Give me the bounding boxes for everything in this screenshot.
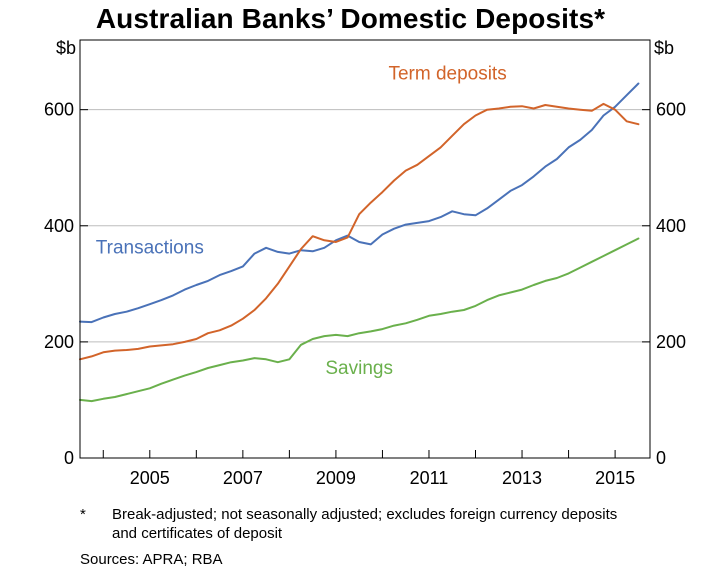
series-label-savings: Savings [325,358,393,379]
y-unit-label-left: $b [56,38,76,58]
x-tick-label: 2015 [595,468,635,488]
series-line-term-deposits [79,102,640,361]
grid-lines [80,109,650,343]
y-tick-label-left: 400 [44,216,74,236]
series-line-savings [79,237,640,403]
y-tick-label-left: 600 [44,100,74,120]
series-labels: Transactions Term deposits Savings [96,63,507,378]
chart-title: Australian Banks’ Domestic Deposits* [95,3,606,34]
x-tick-label: 2005 [130,468,170,488]
y-tick-label-right: 600 [656,100,686,120]
y-tick-label-right: 200 [656,332,686,352]
x-tick-label: 2007 [223,468,263,488]
footnote-text: Break-adjusted; not seasonally adjusted;… [112,506,618,542]
footnote-marker: * [80,506,86,523]
chart: 0 0 200 200 400 400 600 600 2005 2007 2009 2011 2013… [44,38,686,488]
y-tick-label-right: 0 [656,448,666,468]
x-tick-label: 2009 [316,468,356,488]
series-label-transactions: Transactions [96,238,204,259]
x-tick-label: 2011 [410,468,449,488]
y-tick-label-left: 200 [44,332,74,352]
series-line-transactions [79,82,640,324]
x-tick-label: 2013 [502,468,542,488]
footnote: * Break-adjusted; not seasonally adjuste… [80,505,680,543]
sources-note: Sources: APRA; RBA [80,551,223,568]
axis-ticks: 0 0 200 200 400 400 600 600 2005 2007 2009 2011 2013… [44,100,686,488]
series-lines [79,82,640,403]
plot-frame [79,39,651,459]
y-tick-label-left: 0 [64,448,74,468]
series-label-term-deposits: Term deposits [388,63,506,84]
y-tick-label-right: 400 [656,216,686,236]
y-unit-label-right: $b [654,38,674,58]
